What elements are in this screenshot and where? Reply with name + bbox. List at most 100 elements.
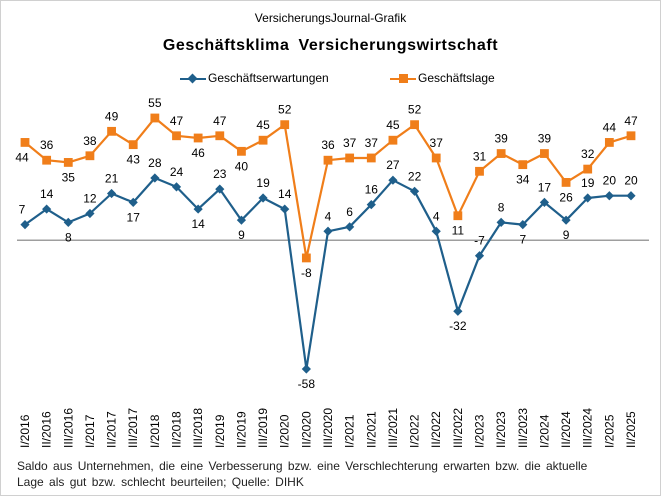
point-geschaeftslage bbox=[215, 131, 225, 141]
point-geschaeftslage bbox=[540, 149, 549, 158]
data-label-geschaeftserwartungen: 14 bbox=[191, 217, 205, 231]
x-tick-label: II/2016 bbox=[40, 411, 54, 448]
data-label-geschaeftserwartungen: 12 bbox=[83, 192, 97, 206]
data-label-geschaeftslage: 45 bbox=[256, 118, 270, 132]
data-label-geschaeftserwartungen: 20 bbox=[624, 174, 638, 188]
data-label-geschaeftslage: 43 bbox=[127, 153, 141, 167]
point-geschaeftserwartungen bbox=[604, 191, 614, 201]
point-geschaeftserwartungen bbox=[561, 215, 571, 225]
data-label-geschaeftslage: 52 bbox=[278, 103, 292, 117]
x-tick-label: II/2023 bbox=[494, 411, 508, 448]
point-geschaeftslage bbox=[345, 153, 355, 163]
x-tick-label: II/2017 bbox=[105, 411, 119, 448]
data-label-geschaeftslage: 26 bbox=[559, 190, 573, 204]
data-label-geschaeftslage: 36 bbox=[321, 138, 335, 152]
x-tick-label: III/2023 bbox=[516, 408, 530, 448]
data-label-geschaeftserwartungen: 24 bbox=[170, 165, 184, 179]
data-label-geschaeftserwartungen: 9 bbox=[563, 228, 570, 242]
point-geschaeftslage bbox=[626, 131, 636, 141]
point-geschaeftslage bbox=[604, 138, 614, 147]
data-label-geschaeftserwartungen: 8 bbox=[65, 230, 72, 244]
x-tick-label: III/2016 bbox=[61, 408, 75, 448]
legend-label-geschaeftserwartungen: Geschäftserwartungen bbox=[208, 71, 329, 85]
point-geschaeftserwartungen bbox=[236, 215, 247, 225]
x-tick-label: I/2024 bbox=[537, 414, 551, 448]
data-label-geschaeftserwartungen: 27 bbox=[386, 158, 400, 172]
legend-square-marker bbox=[399, 74, 408, 83]
data-label-geschaeftslage: 49 bbox=[105, 109, 119, 123]
data-label-geschaeftslage: 52 bbox=[408, 103, 422, 117]
x-tick-label: III/2017 bbox=[126, 408, 140, 448]
x-tick-label: I/2022 bbox=[408, 414, 422, 448]
data-label-geschaeftslage: 44 bbox=[15, 150, 29, 164]
data-label-geschaeftserwartungen: 6 bbox=[346, 205, 353, 219]
point-geschaeftslage bbox=[366, 153, 376, 163]
point-geschaeftserwartungen bbox=[20, 220, 30, 230]
data-label-geschaeftslage: 31 bbox=[473, 149, 487, 163]
data-label-geschaeftslage: 46 bbox=[191, 146, 205, 160]
data-label-geschaeftserwartungen: 19 bbox=[581, 176, 595, 190]
x-tick-label: III/2020 bbox=[321, 408, 335, 448]
point-geschaeftslage bbox=[20, 138, 30, 147]
data-label-geschaeftslage: 39 bbox=[538, 132, 552, 146]
point-geschaeftslage bbox=[280, 120, 290, 130]
data-label-geschaeftslage: 37 bbox=[343, 136, 357, 150]
point-geschaeftslage bbox=[42, 155, 52, 165]
x-tick-label: II/2024 bbox=[559, 411, 573, 448]
series-line-geschaeftserwartungen bbox=[24, 176, 631, 371]
point-geschaeftserwartungen bbox=[215, 184, 225, 194]
x-tick-label: I/2020 bbox=[278, 414, 292, 448]
data-label-geschaeftserwartungen: 19 bbox=[256, 176, 270, 190]
footnote-line-1: Saldo aus Unternehmen, die eine Verbesse… bbox=[17, 459, 588, 473]
x-tick-label: III/2019 bbox=[256, 408, 270, 448]
point-geschaeftserwartungen bbox=[85, 208, 95, 219]
data-label-geschaeftslage: 47 bbox=[624, 114, 638, 128]
point-geschaeftslage bbox=[301, 253, 311, 263]
data-label-geschaeftserwartungen: 4 bbox=[433, 209, 440, 223]
point-geschaeftserwartungen bbox=[431, 226, 441, 236]
point-geschaeftserwartungen bbox=[128, 197, 138, 208]
x-tick-label: I/2016 bbox=[18, 414, 32, 448]
data-label-geschaeftserwartungen: -32 bbox=[449, 319, 467, 333]
data-label-geschaeftserwartungen: 17 bbox=[127, 210, 141, 224]
data-label-geschaeftslage: 55 bbox=[148, 96, 162, 110]
point-geschaeftslage bbox=[431, 153, 441, 163]
point-geschaeftslage bbox=[258, 135, 268, 145]
point-geschaeftslage bbox=[323, 155, 333, 165]
data-label-geschaeftserwartungen: 7 bbox=[519, 233, 526, 247]
data-label-geschaeftserwartungen: -7 bbox=[474, 234, 485, 248]
data-label-geschaeftslage: 11 bbox=[452, 224, 465, 238]
data-label-geschaeftslage: 37 bbox=[430, 136, 444, 150]
point-geschaeftserwartungen bbox=[539, 197, 550, 208]
point-geschaeftserwartungen bbox=[301, 364, 311, 374]
point-geschaeftslage bbox=[561, 178, 571, 187]
source-label: VersicherungsJournal-Grafik bbox=[254, 11, 407, 25]
data-label-geschaeftserwartungen: 28 bbox=[148, 156, 162, 170]
point-geschaeftserwartungen bbox=[496, 217, 506, 227]
point-geschaeftslage bbox=[193, 133, 203, 143]
x-tick-label: I/2019 bbox=[213, 414, 227, 448]
point-geschaeftserwartungen bbox=[280, 204, 290, 214]
point-geschaeftserwartungen bbox=[42, 204, 52, 214]
x-tick-label: I/2023 bbox=[473, 414, 487, 448]
data-label-geschaeftslage: 36 bbox=[40, 138, 54, 152]
point-geschaeftslage bbox=[150, 113, 160, 123]
point-geschaeftslage bbox=[128, 140, 138, 150]
data-label-geschaeftslage: -8 bbox=[301, 266, 312, 280]
x-tick-label: II/2018 bbox=[170, 411, 184, 448]
data-label-geschaeftslage: 38 bbox=[83, 134, 97, 148]
data-label-geschaeftslage: 47 bbox=[213, 114, 227, 128]
point-geschaeftserwartungen bbox=[323, 226, 333, 236]
data-label-geschaeftserwartungen: 9 bbox=[238, 228, 245, 242]
x-tick-label: II/2021 bbox=[364, 411, 378, 448]
x-tick-label: I/2025 bbox=[602, 414, 616, 448]
point-geschaeftslage bbox=[85, 151, 95, 161]
point-geschaeftslage bbox=[496, 149, 506, 158]
point-geschaeftserwartungen bbox=[474, 251, 485, 261]
x-tick-label: III/2024 bbox=[581, 408, 595, 448]
point-geschaeftserwartungen bbox=[63, 217, 73, 227]
data-label-geschaeftserwartungen: 14 bbox=[40, 187, 54, 201]
